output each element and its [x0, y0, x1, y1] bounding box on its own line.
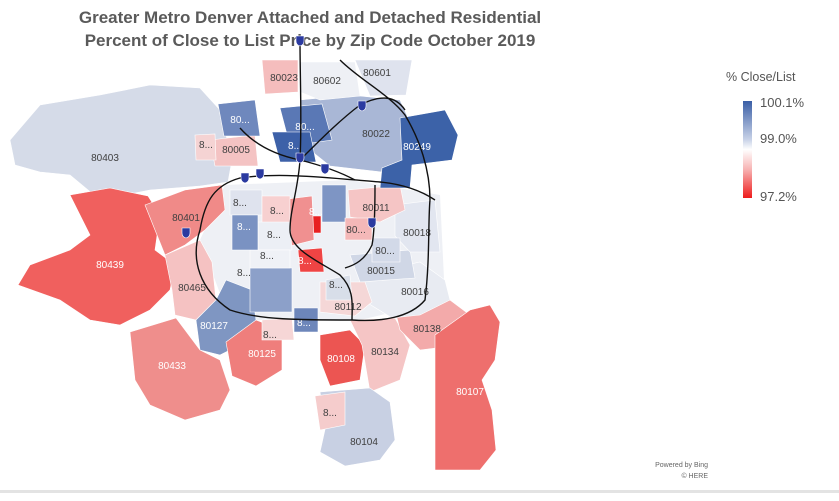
zip-label: 80022	[362, 129, 390, 140]
zip-label: 80601	[363, 68, 391, 79]
highway-i70	[199, 174, 436, 231]
zip-region[interactable]	[319, 329, 366, 387]
interstate-shield-icon	[295, 152, 305, 164]
interstate-shield-icon	[240, 172, 250, 184]
zip-label: 8...	[323, 408, 337, 419]
title-line-1: Greater Metro Denver Attached and Detach…	[78, 8, 542, 27]
interstate-shield-icon	[367, 217, 377, 229]
interstate-shield-icon	[181, 227, 191, 239]
zip-label: 8...	[263, 330, 277, 341]
interstate-shield-icon	[295, 35, 305, 47]
zip-label: 80...	[346, 225, 365, 236]
zip-region[interactable]	[249, 267, 293, 313]
legend-max-label: 100.1%	[760, 95, 805, 110]
highway-e470	[339, 59, 431, 201]
zip-region[interactable]	[434, 304, 501, 471]
map-title: Greater Metro Denver Attached and Detach…	[20, 6, 600, 52]
zip-label: 80023	[270, 73, 298, 84]
bottom-divider	[0, 490, 839, 493]
zip-region[interactable]	[217, 99, 261, 137]
interstate-shield-icon	[357, 100, 367, 112]
zip-region[interactable]	[194, 133, 217, 161]
zip-label: 80018	[403, 228, 431, 239]
zip-label: 80127	[200, 321, 228, 332]
zip-label: 80465	[178, 283, 206, 294]
zip-label: 80125	[248, 349, 276, 360]
zip-label: 8...	[233, 198, 247, 209]
zip-label: 8...	[309, 207, 323, 218]
zip-region[interactable]	[354, 59, 413, 97]
legend-min-label: 97.2%	[760, 189, 797, 204]
zip-region[interactable]	[144, 184, 226, 256]
zip-region[interactable]	[297, 247, 325, 273]
zip-label: 80433	[158, 361, 186, 372]
zip-label: 8...	[270, 206, 284, 217]
zip-label: 8...	[298, 256, 312, 267]
zip-region[interactable]	[379, 109, 459, 189]
legend-color-scale	[743, 101, 752, 198]
interstate-shield-icon	[320, 163, 330, 175]
zip-label: 80015	[367, 266, 395, 277]
zip-label: 80249	[403, 142, 431, 153]
zip-label: 80401	[172, 213, 200, 224]
zip-region[interactable]	[231, 214, 259, 251]
zip-region[interactable]	[314, 391, 346, 431]
highway-i225	[344, 184, 376, 269]
interstate-shields	[181, 35, 377, 239]
zip-label: 8...	[260, 251, 274, 262]
zip-label: 8...	[199, 140, 213, 151]
zip-label: 80134	[371, 347, 399, 358]
highway-c470	[195, 199, 431, 322]
attribution-here: © HERE	[681, 473, 708, 480]
zip-region[interactable]	[261, 59, 299, 95]
zip-regions: 80403 80439 80401 80465 80127 80433 80125 80108…	[9, 59, 501, 471]
zip-label: 80104	[350, 437, 378, 448]
zip-label: 8...	[267, 230, 281, 241]
zip-region[interactable]	[371, 237, 401, 263]
zip-label: 80439	[96, 260, 124, 271]
zip-label: 80...	[295, 122, 314, 133]
zip-label: 80...	[375, 246, 394, 257]
zip-region[interactable]	[349, 317, 411, 393]
zip-label: 80...	[230, 115, 249, 126]
zip-region[interactable]	[129, 317, 231, 421]
attribution-bing: Powered by Bing	[655, 462, 708, 469]
zip-label: 80005	[222, 145, 250, 156]
title-line-2: Percent of Close to List Price by Zip Co…	[84, 31, 536, 50]
zip-label: 8...	[237, 268, 251, 279]
zip-label: 8...	[329, 280, 343, 291]
zip-label: 80138	[413, 324, 441, 335]
zip-label: 80016	[401, 287, 429, 298]
zip-label: 80112	[334, 302, 362, 313]
zip-label: 80602	[313, 76, 341, 87]
zip-region[interactable]	[321, 184, 347, 223]
zip-region[interactable]	[249, 249, 291, 269]
legend-mid-label: 99.0%	[760, 131, 797, 146]
zip-label: 8...	[237, 222, 251, 233]
zip-label: 8...	[288, 141, 302, 152]
zip-label: 80107	[456, 387, 484, 398]
highway-i25	[289, 39, 353, 321]
legend-title: % Close/List	[726, 70, 796, 84]
zip-label: 8...	[297, 318, 311, 329]
zip-label: 80108	[327, 354, 355, 365]
zip-label: 80403	[91, 153, 119, 164]
interstate-shield-icon	[255, 168, 265, 180]
zip-label: 80011	[362, 203, 390, 214]
